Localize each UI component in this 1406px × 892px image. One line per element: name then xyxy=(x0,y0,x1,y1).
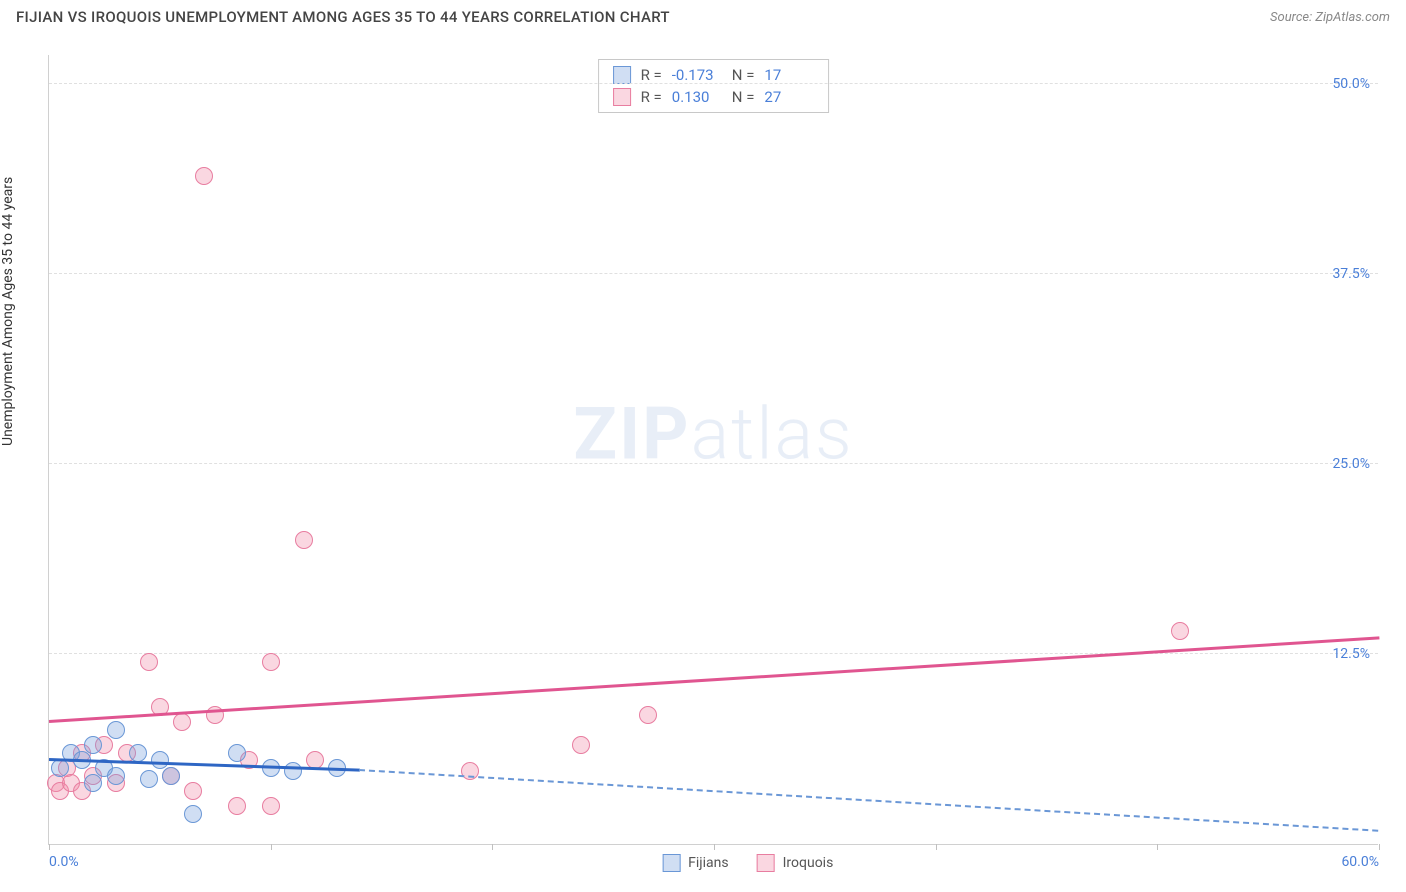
stat-r-value: 0.130 xyxy=(672,88,722,106)
stat-r-label: R = xyxy=(641,88,662,106)
legend-label: Fijians xyxy=(688,855,728,871)
grid-line xyxy=(49,463,1378,464)
stat-n-value: 17 xyxy=(764,66,814,84)
y-tick-label: 12.5% xyxy=(1332,646,1370,662)
data-point xyxy=(284,762,302,780)
data-point xyxy=(262,653,280,671)
data-point xyxy=(107,767,125,785)
data-point xyxy=(195,167,213,185)
data-point xyxy=(228,744,246,762)
legend-item: Iroquois xyxy=(757,854,834,872)
y-axis-label: Unemployment Among Ages 35 to 44 years xyxy=(0,177,16,446)
stat-n-label: N = xyxy=(732,66,755,84)
x-tick-label: 0.0% xyxy=(49,854,79,870)
series-swatch xyxy=(613,88,631,106)
x-tick xyxy=(936,844,937,850)
chart-title: FIJIAN VS IROQUOIS UNEMPLOYMENT AMONG AG… xyxy=(16,8,670,26)
series-swatch xyxy=(613,66,631,84)
x-tick xyxy=(49,844,50,850)
source-label: Source: ZipAtlas.com xyxy=(1270,10,1390,25)
legend-swatch xyxy=(757,854,775,872)
legend-swatch xyxy=(662,854,680,872)
data-point xyxy=(184,805,202,823)
data-point xyxy=(295,531,313,549)
grid-line xyxy=(49,653,1378,654)
x-tick xyxy=(1157,844,1158,850)
data-point xyxy=(84,736,102,754)
stat-n-label: N = xyxy=(732,88,755,106)
data-point xyxy=(129,744,147,762)
stats-row: R = 0.130 N = 27 xyxy=(599,86,829,108)
legend-label: Iroquois xyxy=(783,855,834,871)
stat-r-label: R = xyxy=(641,66,662,84)
trend-line xyxy=(49,636,1379,722)
y-tick-label: 50.0% xyxy=(1332,76,1370,92)
data-point xyxy=(173,713,191,731)
grid-line xyxy=(49,273,1378,274)
y-tick-label: 37.5% xyxy=(1332,266,1370,282)
data-point xyxy=(162,767,180,785)
data-point xyxy=(572,736,590,754)
y-tick-label: 25.0% xyxy=(1332,456,1370,472)
x-tick-label: 60.0% xyxy=(1341,854,1379,870)
data-point xyxy=(140,653,158,671)
data-point xyxy=(228,797,246,815)
data-point xyxy=(184,782,202,800)
x-tick xyxy=(1379,844,1380,850)
stat-r-value: -0.173 xyxy=(672,66,722,84)
chart-plot-area: ZIPatlas R =-0.173N =17R =0.130N =27 Fij… xyxy=(48,55,1378,845)
data-point xyxy=(107,721,125,739)
stat-n-value: 27 xyxy=(764,88,814,106)
data-point xyxy=(84,774,102,792)
data-point xyxy=(1171,622,1189,640)
x-tick xyxy=(714,844,715,850)
legend-item: Fijians xyxy=(662,854,728,872)
legend: Fijians Iroquois xyxy=(662,854,833,872)
x-tick xyxy=(492,844,493,850)
data-point xyxy=(140,770,158,788)
x-tick xyxy=(271,844,272,850)
trend-line-extension xyxy=(359,769,1379,832)
correlation-stats-box: R = -0.173 N = 17 R = 0.130 N = 27 xyxy=(598,59,830,113)
data-point xyxy=(262,797,280,815)
data-point xyxy=(639,706,657,724)
grid-line xyxy=(49,83,1378,84)
data-point xyxy=(51,759,69,777)
